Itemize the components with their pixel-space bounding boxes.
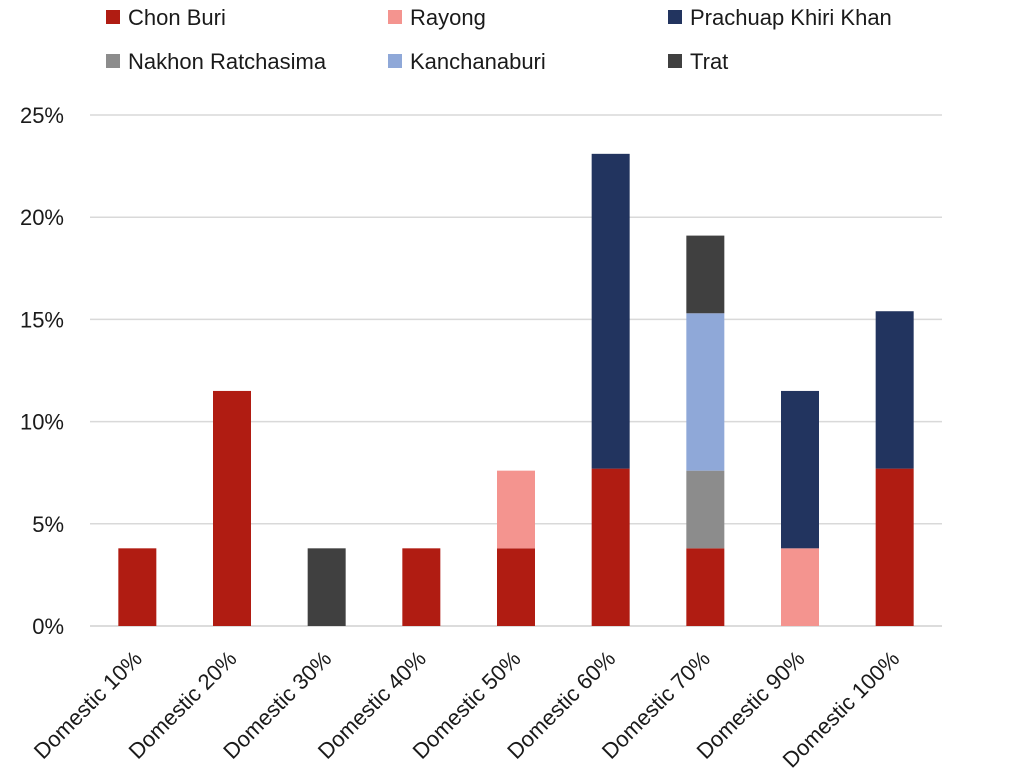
legend-label: Trat — [690, 49, 728, 74]
bar-segment-prachuap-khiri-khan-domestic-60pct — [591, 153, 630, 469]
bar-segment-chon-buri-domestic-70pct — [686, 548, 725, 626]
legend-item-prachuap-khiri-khan: Prachuap Khiri Khan — [668, 5, 892, 30]
legend-item-kanchanaburi: Kanchanaburi — [388, 49, 546, 74]
bar-segment-trat-domestic-70pct — [686, 235, 725, 314]
bars — [118, 153, 914, 626]
bar-stack-domestic-100pct — [875, 311, 914, 626]
legend-label: Kanchanaburi — [410, 49, 546, 74]
legend-swatch — [106, 10, 120, 24]
bar-segment-chon-buri-domestic-60pct — [591, 468, 630, 626]
bar-segment-nakhon-ratchasima-domestic-70pct — [686, 470, 725, 549]
bar-segment-chon-buri-domestic-40pct — [402, 548, 441, 626]
bar-stack-domestic-30pct — [307, 548, 346, 626]
x-axis: Domestic 10%Domestic 20%Domestic 30%Dome… — [29, 646, 904, 773]
bar-segment-chon-buri-domestic-100pct — [875, 468, 914, 626]
bar-segment-trat-domestic-30pct — [307, 548, 346, 626]
bar-segment-chon-buri-domestic-20pct — [213, 390, 251, 626]
y-tick-label: 5% — [32, 512, 64, 537]
bar-segment-rayong-domestic-90pct — [781, 548, 819, 626]
y-tick-label: 20% — [20, 205, 64, 230]
y-tick-label: 10% — [20, 410, 64, 435]
bar-stack-domestic-20pct — [213, 390, 251, 626]
bar-segment-kanchanaburi-domestic-70pct — [686, 313, 725, 471]
chart-legend: Chon Buri Rayong Prachuap Khiri Khan Nakhon… — [106, 5, 892, 74]
bar-stack-domestic-60pct — [591, 153, 630, 626]
bar-stack-domestic-70pct — [686, 235, 725, 626]
bar-stack-domestic-40pct — [402, 548, 441, 626]
legend-label: Rayong — [410, 5, 486, 30]
legend-item-nakhon-ratchasima: Nakhon Ratchasima — [106, 49, 327, 74]
y-tick-label: 25% — [20, 103, 64, 128]
legend-label: Chon Buri — [128, 5, 226, 30]
bar-segment-chon-buri-domestic-10pct — [118, 548, 157, 626]
bar-stack-domestic-50pct — [497, 470, 535, 626]
legend-swatch — [668, 54, 682, 68]
bar-segment-prachuap-khiri-khan-domestic-90pct — [781, 390, 819, 549]
y-tick-label: 15% — [20, 307, 64, 332]
bar-stack-domestic-90pct — [781, 390, 819, 626]
legend-label: Nakhon Ratchasima — [128, 49, 327, 74]
bar-stack-domestic-10pct — [118, 548, 157, 626]
legend-item-trat: Trat — [668, 49, 728, 74]
y-tick-label: 0% — [32, 614, 64, 639]
bar-segment-rayong-domestic-50pct — [497, 470, 535, 549]
legend-item-rayong: Rayong — [388, 5, 486, 30]
legend-swatch — [668, 10, 682, 24]
bar-segment-chon-buri-domestic-50pct — [497, 548, 535, 626]
legend-label: Prachuap Khiri Khan — [690, 5, 892, 30]
legend-swatch — [388, 54, 402, 68]
legend-swatch — [388, 10, 402, 24]
legend-item-chon-buri: Chon Buri — [106, 5, 226, 30]
bar-segment-prachuap-khiri-khan-domestic-100pct — [875, 311, 914, 469]
legend-swatch — [106, 54, 120, 68]
y-axis: 0% 5% 10% 15% 20% 25% — [20, 103, 64, 639]
